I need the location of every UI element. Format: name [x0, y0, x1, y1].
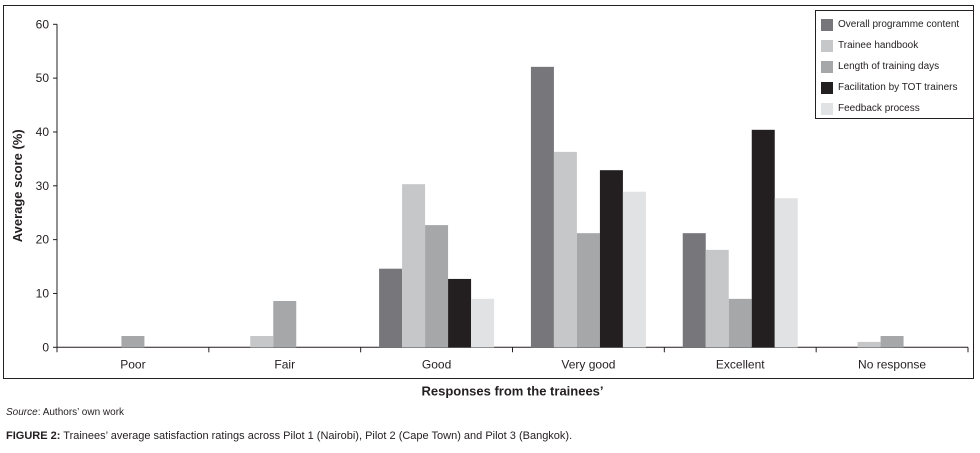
legend-item: Feedback process	[821, 98, 968, 119]
bar-trainee-handbook	[857, 341, 881, 348]
caption-label: FIGURE 2:	[6, 430, 61, 442]
bar-overall-programme-content	[379, 268, 403, 348]
bar-feedback-process	[774, 198, 798, 348]
y-tick-label: 20	[36, 233, 50, 247]
bar-length-of-training-days	[273, 301, 297, 348]
legend-swatch	[821, 60, 833, 73]
bar-length-of-training-days	[728, 298, 752, 348]
x-tick-label: Fair	[274, 357, 295, 371]
legend-swatch	[821, 18, 833, 31]
y-tick-label: 60	[36, 17, 50, 31]
bar-facilitation-by-tot-trainers	[448, 278, 472, 348]
x-tick-label: Poor	[120, 357, 145, 371]
bar-facilitation-by-tot-trainers	[751, 129, 775, 348]
y-tick-label: 0	[42, 340, 49, 354]
y-axis-title: Average score (%)	[10, 129, 25, 242]
bar-trainee-handbook	[402, 184, 426, 348]
y-tick-label: 50	[36, 71, 50, 85]
bar-length-of-training-days	[425, 225, 449, 348]
bar-length-of-training-days	[880, 335, 904, 348]
bar-overall-programme-content	[530, 66, 554, 348]
legend-label: Facilitation by TOT trainers	[838, 82, 958, 93]
legend-label: Length of training days	[838, 61, 940, 72]
legend-label: Overall programme content	[838, 19, 960, 30]
source-text: : Authors’ own work	[37, 407, 125, 418]
y-tick-label: 30	[36, 179, 50, 193]
x-tick-label: Excellent	[716, 357, 765, 371]
bar-feedback-process	[622, 191, 646, 348]
x-tick-label: Very good	[561, 357, 615, 371]
x-tick-label: Good	[422, 357, 451, 371]
x-tick-label: No response	[858, 357, 926, 371]
legend-label: Trainee handbook	[838, 40, 919, 51]
source-note: Source: Authors’ own work	[6, 407, 124, 418]
bar-chart: 0 10 20 30 40 50 60 Poor Fair Good Very good Excell…	[10, 17, 969, 398]
bar-trainee-handbook	[705, 249, 729, 348]
source-label: Source	[6, 407, 38, 418]
bar-trainee-handbook	[553, 151, 577, 348]
caption-text: Trainees’ average satisfaction ratings a…	[60, 430, 573, 442]
legend-item: Length of training days	[821, 56, 968, 77]
bar-length-of-training-days	[576, 233, 600, 348]
legend-swatch	[821, 102, 833, 115]
figure-caption: FIGURE 2: Trainees’ average satisfaction…	[6, 430, 572, 442]
y-tick-label: 40	[36, 125, 50, 139]
x-axis-title: Responses from the trainees’	[421, 383, 603, 398]
bar-overall-programme-content	[682, 233, 706, 348]
legend-label: Feedback process	[838, 103, 920, 114]
bar-length-of-training-days	[121, 335, 145, 348]
legend-item: Overall programme content	[821, 14, 968, 35]
bar-feedback-process	[471, 298, 495, 348]
bar-trainee-handbook	[250, 335, 274, 348]
legend-item: Trainee handbook	[821, 35, 968, 56]
legend-swatch	[821, 81, 833, 94]
legend-swatch	[821, 39, 833, 52]
legend-item: Facilitation by TOT trainers	[821, 77, 968, 98]
legend: Overall programme content Trainee handboo…	[815, 10, 974, 119]
bar-facilitation-by-tot-trainers	[599, 170, 623, 348]
y-tick-label: 10	[36, 286, 50, 300]
figure-frame	[3, 5, 974, 379]
